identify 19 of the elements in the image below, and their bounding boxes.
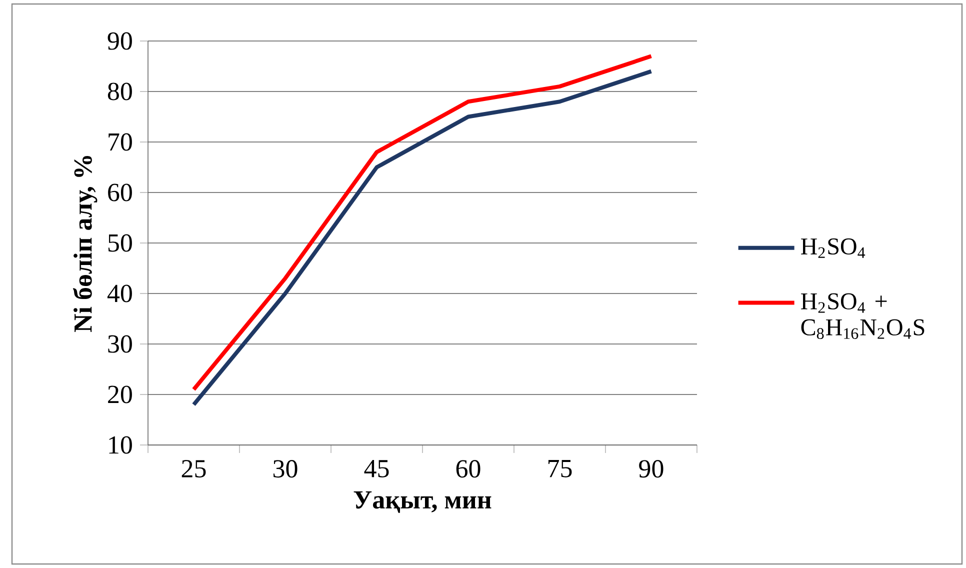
x-axis-title: Уақыт, мин (354, 491, 492, 513)
y-tick-label: 40 (107, 284, 132, 302)
y-tick-label: 10 (109, 436, 132, 454)
x-tick-label: 45 (364, 460, 389, 478)
x-tick-label: 25 (182, 460, 206, 478)
y-tick-label: 90 (108, 32, 132, 50)
y-tick-label: 70 (108, 133, 132, 151)
y-tick-label: 20 (108, 386, 132, 404)
x-tick-label: 75 (548, 460, 572, 478)
legend-label: H$_{2}$SO$_{4}$ (801, 238, 866, 258)
x-tick-label: 60 (456, 460, 480, 478)
y-tick-label: 30 (108, 335, 132, 353)
y-tick-label: 50 (108, 234, 132, 252)
text: H$_{2}$SO$_{4}$ + C$_{8}$H$_{16}$N$_{2}$O$_{4}$S (801, 293, 924, 339)
y-axis-title: Ni бөліп алу, % (73, 156, 98, 332)
x-tick-label: 30 (274, 460, 298, 478)
y-tick-label: 60 (108, 184, 132, 202)
x-tick-label: 90 (639, 460, 664, 478)
y-tick-label: 80 (108, 82, 132, 100)
